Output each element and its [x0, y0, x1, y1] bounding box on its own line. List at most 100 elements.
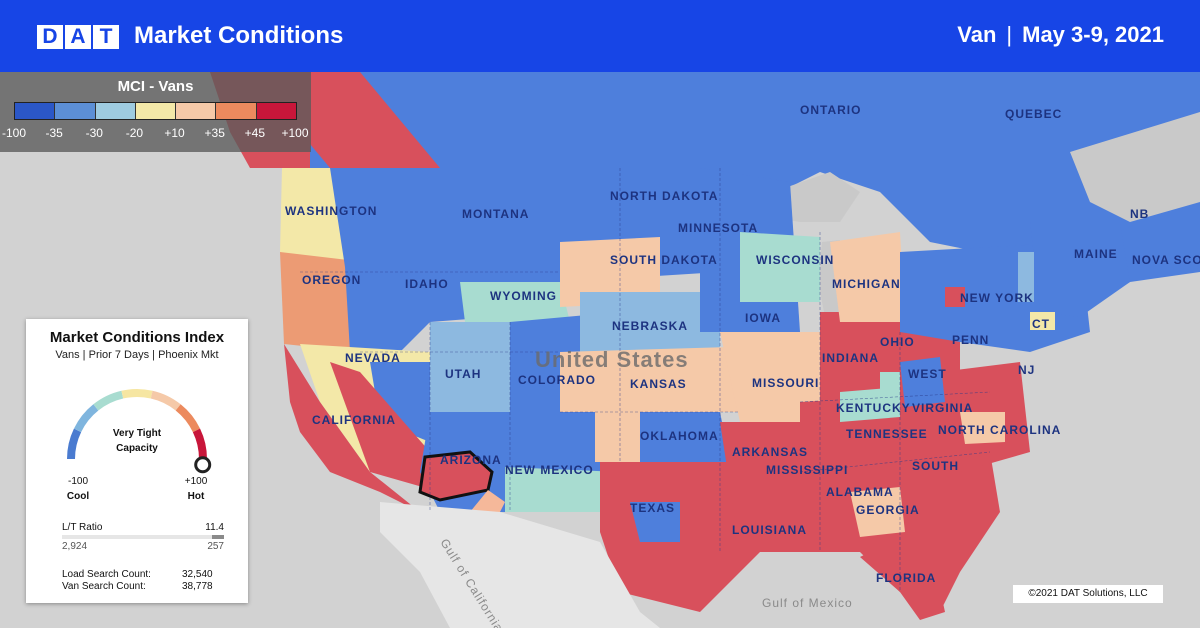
region-pacific-nw: [280, 168, 345, 272]
gauge-max-value: +100: [184, 476, 208, 487]
map-label-iowa: IOWA: [745, 311, 781, 325]
map-label-missouri: MISSOURI: [752, 376, 819, 390]
gauge-segment: [150, 390, 181, 411]
gauge-status: Capacity: [116, 443, 158, 454]
date-range: May 3-9, 2021: [1022, 22, 1164, 47]
region-idaho-montana: [330, 168, 560, 372]
gauge-segment: [93, 390, 124, 411]
map-label-texas: TEXAS: [630, 501, 675, 515]
region-california: [284, 344, 420, 512]
market-conditions-card: Market Conditions Index Vans | Prior 7 D…: [26, 319, 248, 603]
legend-color-scale: [14, 102, 297, 120]
map-label-mississippi: MISSISSIPPI: [766, 463, 848, 477]
card-title: Market Conditions Index: [49, 329, 225, 346]
map-label-arizona: ARIZONA: [440, 453, 502, 467]
page-title: Market Conditions: [134, 22, 344, 49]
map-label-montana: MONTANA: [462, 207, 529, 221]
region-nm-south: [505, 467, 620, 512]
map-label-maine: MAINE: [1074, 247, 1118, 261]
map-label-oklahoma: OKLAHOMA: [640, 429, 719, 443]
mci-gauge: [67, 389, 212, 474]
map-label-indiana: INDIANA: [822, 351, 879, 365]
region-az-south: [470, 490, 505, 512]
map-label-wyoming: WYOMING: [490, 289, 557, 303]
map-label-georgia: GEORGIA: [856, 503, 920, 517]
map-label-washington: WASHINGTON: [285, 204, 377, 218]
gauge-max-label: Hot: [187, 491, 205, 502]
region-ohio-mint: [880, 372, 900, 392]
legend-tick: +100: [281, 126, 309, 140]
legend-tick: -35: [45, 126, 63, 140]
logo-letter: D: [37, 25, 63, 49]
map-label-west: WEST: [908, 367, 947, 381]
map-label-water: Gulf of Mexico: [762, 596, 853, 610]
map-label-kentucky: KENTUCKY: [836, 401, 911, 415]
legend-title: MCI - Vans: [117, 78, 194, 95]
van-search-value: 38,778: [182, 581, 213, 592]
map-label-north-dakota: NORTH DAKOTA: [610, 189, 718, 203]
logo-letter: T: [93, 25, 119, 49]
region-vermont: [1018, 252, 1034, 302]
map-label-nb: NB: [1130, 207, 1149, 221]
region-nebraska: [580, 292, 720, 352]
gauge-segment: [73, 404, 99, 433]
region-utah: [430, 322, 520, 412]
legend-swatch: [15, 103, 56, 119]
region-texas-panhandle: [595, 412, 640, 462]
map-label-utah: UTAH: [445, 367, 481, 381]
map-label-new-mexico: NEW MEXICO: [505, 463, 594, 477]
legend-tick: +10: [164, 126, 185, 140]
canada-west-hot: [300, 72, 440, 168]
map-label-minnesota: MINNESOTA: [678, 221, 758, 235]
lt-ratio-bar: [62, 535, 224, 539]
gauge-segment: [121, 389, 153, 399]
card-subtitle: Vans | Prior 7 Days | Phoenix Mkt: [55, 349, 219, 361]
mci-legend: MCI - Vans -100 -35 -30 -20 +10 +35 +45 +100: [0, 72, 311, 152]
region-south-dakota: [560, 237, 660, 307]
region-west-virginia: [900, 357, 945, 407]
map-label-arkansas: ARKANSAS: [732, 445, 808, 459]
map-label-country: United States: [535, 347, 689, 372]
gauge-needle-marker: [194, 456, 212, 474]
map-label-quebec: QUEBEC: [1005, 107, 1062, 121]
region-florida: [860, 542, 945, 620]
map-label-tennessee: TENNESSEE: [846, 427, 928, 441]
region-ca-inland: [330, 362, 440, 492]
map-label-florida: FLORIDA: [876, 571, 936, 585]
gauge-segment: [175, 404, 201, 433]
header-context: Van | May 3-9, 2021: [957, 22, 1164, 48]
region-new-england: [1030, 222, 1130, 317]
load-search-value: 32,540: [182, 569, 213, 580]
mexico-region: [380, 502, 660, 628]
region-oregon: [280, 252, 365, 352]
lt-ratio-value: 11.4: [205, 522, 224, 533]
map-label-colorado: COLORADO: [518, 373, 596, 387]
lt-ratio-bar-fill: [212, 535, 224, 539]
map-label-nj: NJ: [1018, 363, 1035, 377]
map-label-new-york: NEW YORK: [960, 291, 1034, 305]
map-label-california: CALIFORNIA: [312, 413, 396, 427]
map-label-oregon: OREGON: [302, 273, 361, 287]
map-label-nevada: NEVADA: [345, 351, 401, 365]
map-label-idaho: IDAHO: [405, 277, 449, 291]
region-texas-blue: [630, 502, 680, 542]
legend-swatch: [95, 103, 136, 119]
region-michigan: [830, 232, 905, 322]
load-search-label: Load Search Count:: [62, 569, 151, 580]
gauge-min-label: Cool: [66, 491, 90, 502]
map-label-wisconsin: WISCONSIN: [756, 253, 834, 267]
legend-swatch: [176, 103, 217, 119]
region-missouri: [720, 332, 820, 422]
gauge-status: Very Tight: [112, 428, 162, 439]
region-nc-coast: [960, 412, 1005, 444]
map-label-ohio: OHIO: [880, 335, 915, 349]
map-label-ct: CT: [1032, 317, 1050, 331]
legend-tick: -30: [85, 126, 103, 140]
region-kansas: [560, 347, 740, 412]
map-label-kansas: KANSAS: [630, 377, 687, 391]
region-ny-red: [945, 287, 965, 307]
map-label-penn: PENN: [952, 333, 989, 347]
gauge-min-value: -100: [67, 476, 88, 487]
map-label-ontario: ONTARIO: [800, 103, 861, 117]
